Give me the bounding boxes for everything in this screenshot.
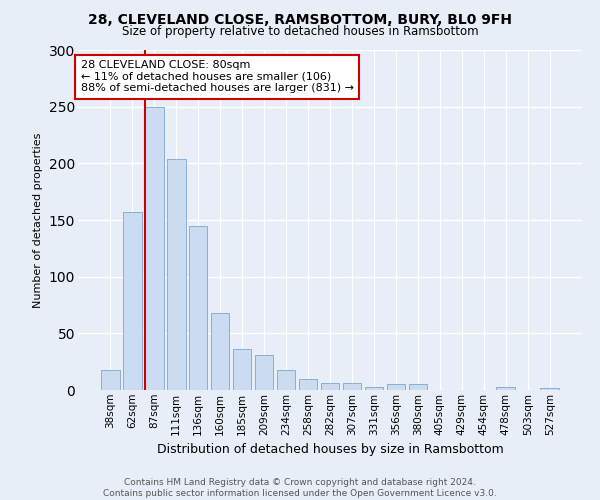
Text: Contains HM Land Registry data © Crown copyright and database right 2024.
Contai: Contains HM Land Registry data © Crown c… <box>103 478 497 498</box>
Bar <box>277 370 295 390</box>
Bar <box>145 106 164 390</box>
Bar <box>255 355 274 390</box>
Y-axis label: Number of detached properties: Number of detached properties <box>33 132 43 308</box>
Text: Size of property relative to detached houses in Ramsbottom: Size of property relative to detached ho… <box>122 25 478 38</box>
Bar <box>233 349 251 390</box>
Bar <box>167 159 185 390</box>
Bar <box>299 378 317 390</box>
Bar <box>496 386 515 390</box>
Bar <box>365 386 383 390</box>
Bar <box>211 313 229 390</box>
Bar <box>541 388 559 390</box>
Bar <box>409 384 427 390</box>
Bar <box>386 384 405 390</box>
Bar <box>320 383 340 390</box>
Text: 28, CLEVELAND CLOSE, RAMSBOTTOM, BURY, BL0 9FH: 28, CLEVELAND CLOSE, RAMSBOTTOM, BURY, B… <box>88 12 512 26</box>
Bar <box>343 383 361 390</box>
Bar <box>123 212 142 390</box>
Bar <box>101 370 119 390</box>
X-axis label: Distribution of detached houses by size in Ramsbottom: Distribution of detached houses by size … <box>157 443 503 456</box>
Bar <box>189 226 208 390</box>
Text: 28 CLEVELAND CLOSE: 80sqm
← 11% of detached houses are smaller (106)
88% of semi: 28 CLEVELAND CLOSE: 80sqm ← 11% of detac… <box>80 60 353 94</box>
